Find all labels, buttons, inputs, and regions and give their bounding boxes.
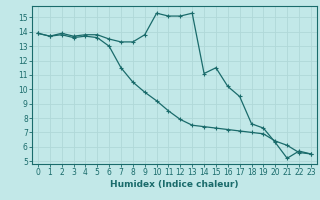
X-axis label: Humidex (Indice chaleur): Humidex (Indice chaleur) xyxy=(110,180,239,189)
